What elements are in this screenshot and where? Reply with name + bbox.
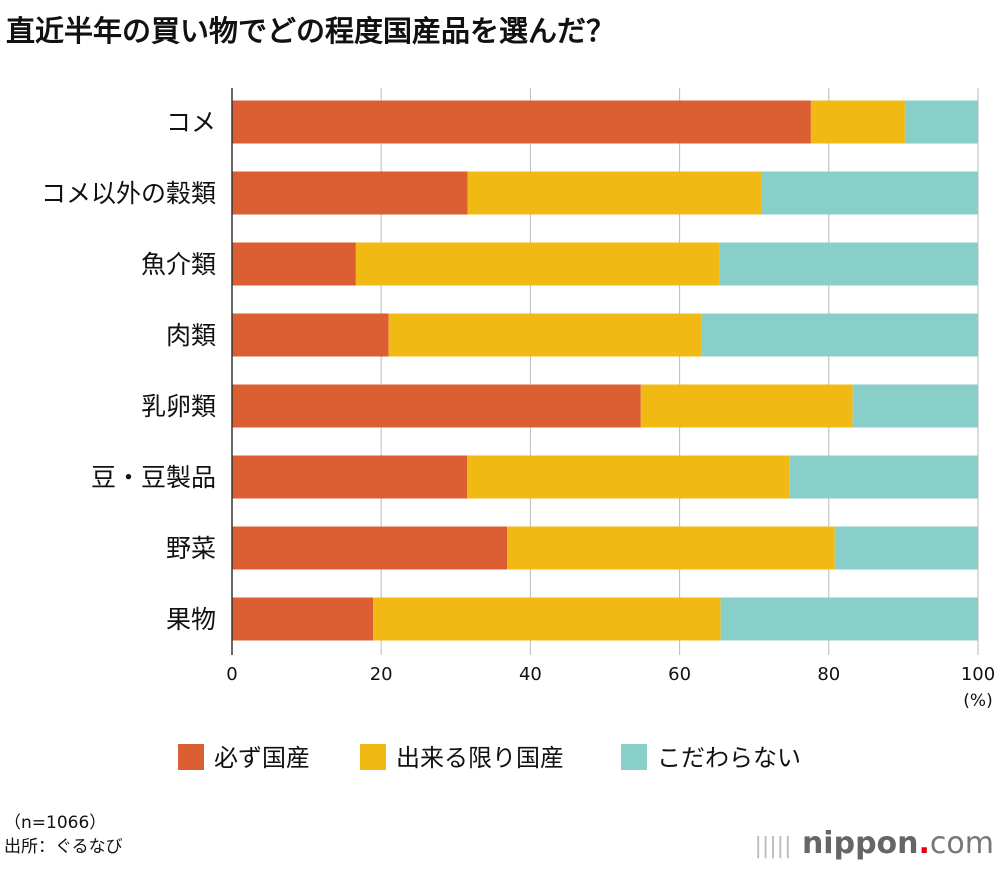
nippon-logo: ||||| nippon.com [754,826,994,861]
bar-prefer [466,455,790,499]
bar-prefer [388,313,702,357]
bar-must [232,597,373,641]
bar-must [232,313,389,357]
legend-label: 出来る限り国産 [396,744,564,772]
category-label: 魚介類 [141,250,216,279]
legend-swatch [621,744,647,770]
category-label: 肉類 [166,321,216,350]
category-label: 乳卵類 [141,392,216,421]
logo-name: nippon [801,826,919,861]
category-label: 豆・豆製品 [91,463,216,492]
x-tick-label: 60 [668,664,691,685]
sample-size-note: （n=1066） [4,813,107,833]
x-tick-label: 0 [226,664,237,685]
x-tick-label: 20 [370,664,393,685]
legend-label: 必ず国産 [214,744,310,772]
bar-must [232,242,356,286]
bar-must [232,384,641,428]
bar-prefer [355,242,720,286]
bar-any [701,313,978,357]
bar-any [719,242,978,286]
bar-any [852,384,978,428]
bar-prefer [467,171,762,215]
legend-swatch [178,744,204,770]
bar-prefer [640,384,853,428]
x-unit-label: (%) [963,691,992,711]
legend-swatch [360,744,386,770]
bar-prefer [810,100,905,144]
bar-any [834,526,978,570]
bar-must [232,100,811,144]
bar-must [232,171,468,215]
category-label: 果物 [166,605,216,634]
legend-label: こだわらない [657,744,801,772]
chart-title: 直近半年の買い物でどの程度国産品を選んだ？ [6,14,616,48]
bar-must [232,455,467,499]
bar-any [904,100,978,144]
x-tick-label: 80 [817,664,840,685]
category-label: コメ以外の穀類 [41,179,216,208]
logo-dot: . [918,826,930,861]
source-note: 出所：ぐるなび [4,837,123,857]
bar-any [720,597,978,641]
bar-any [761,171,978,215]
logo-com: com [929,826,994,861]
bar-prefer [372,597,721,641]
category-label: 野菜 [166,534,216,563]
bar-any [789,455,978,499]
x-tick-label: 40 [519,664,542,685]
bar-must [232,526,508,570]
bar-prefer [507,526,835,570]
x-tick-label: 100 [961,664,995,685]
category-label: コメ [166,108,216,137]
